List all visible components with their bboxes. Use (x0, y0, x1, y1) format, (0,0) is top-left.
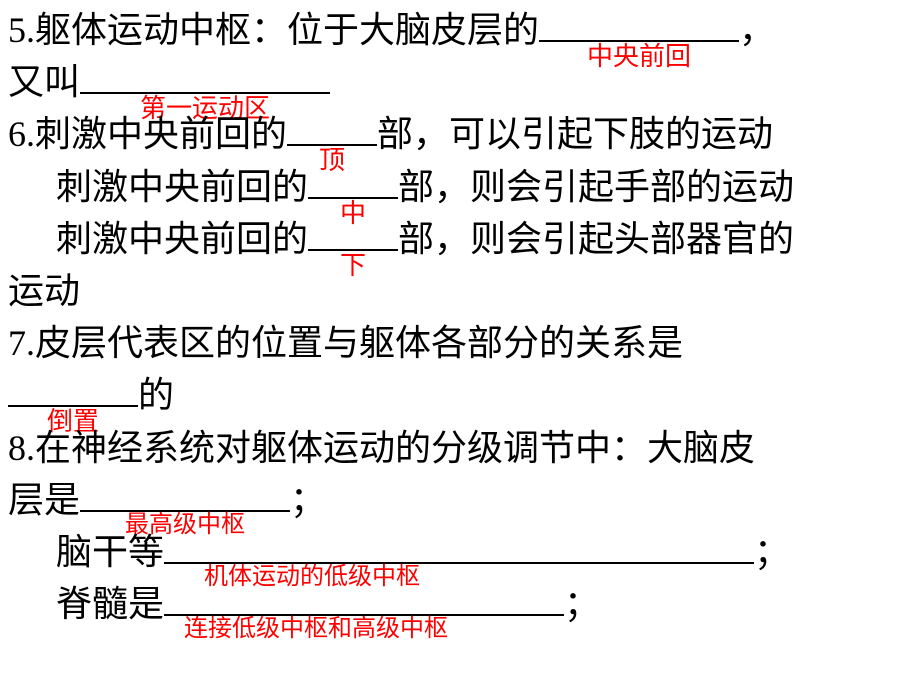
q6-l3-suffix: 部，则会引起头部器官的 (398, 219, 794, 259)
q8-l4-prefix: 脊髓是 (56, 584, 164, 624)
q6-l1-suffix: 部，可以引起下肢的运动 (377, 114, 773, 154)
q8-l1-text: 8.在神经系统对躯体运动的分级调节中：大脑皮 (8, 428, 755, 468)
worksheet-content: 5.躯体运动中枢：位于大脑皮层的中央前回， 又叫第一运动区 6.刺激中央前回的顶… (0, 0, 920, 634)
q8-l3-prefix: 脑干等 (56, 532, 164, 572)
q5-tail: ， (739, 10, 775, 50)
q5-blank1: 中央前回 (539, 40, 739, 42)
q5-line2: 又叫第一运动区 (8, 56, 912, 108)
q8-blank3: 连接低级中枢和高级中枢 (164, 614, 564, 616)
q6-blank1: 顶 (287, 144, 377, 146)
q8-b2-suffix: ； (754, 532, 790, 572)
q6-line3: 刺激中央前回的下部，则会引起头部器官的 (8, 213, 912, 265)
q6-l3-prefix: 刺激中央前回的 (56, 219, 308, 259)
q7-line1: 7.皮层代表区的位置与躯体各部分的关系是 (8, 317, 912, 369)
q7-suffix: 的 (138, 375, 174, 415)
q8-line4: 脊髓是连接低级中枢和高级中枢； (8, 578, 912, 630)
q8-b3-suffix: ； (564, 584, 600, 624)
q7-blank: 倒置 (8, 405, 138, 407)
q8-blank2: 机体运动的低级中枢 (164, 562, 754, 564)
q6-line1: 6.刺激中央前回的顶部，可以引起下肢的运动 (8, 108, 912, 160)
q5-line2-prefix: 又叫 (8, 62, 80, 102)
q7-l1-text: 7.皮层代表区的位置与躯体各部分的关系是 (8, 323, 683, 363)
q8-line1: 8.在神经系统对躯体运动的分级调节中：大脑皮 (8, 422, 912, 474)
q6-line4: 运动 (8, 265, 912, 317)
q8-l2-prefix: 层是 (8, 480, 80, 520)
q8-blank1: 最高级中枢 (80, 510, 290, 512)
q8-line3: 脑干等机体运动的低级中枢； (8, 526, 912, 578)
q5-blank2: 第一运动区 (80, 92, 330, 94)
q8-line2: 层是最高级中枢； (8, 474, 912, 526)
q6-blank3: 下 (308, 249, 398, 251)
q7-line2: 倒置的 (8, 369, 912, 421)
q5-line1: 5.躯体运动中枢：位于大脑皮层的中央前回， (8, 4, 912, 56)
q5-prefix: 5.躯体运动中枢：位于大脑皮层的 (8, 10, 539, 50)
q8-answer3: 连接低级中枢和高级中枢 (164, 612, 564, 647)
q6-blank2: 中 (308, 197, 398, 199)
q8-b1-suffix: ； (290, 480, 326, 520)
q6-l4-text: 运动 (8, 271, 80, 311)
q6-l2-prefix: 刺激中央前回的 (56, 167, 308, 207)
q6-l1-prefix: 6.刺激中央前回的 (8, 114, 287, 154)
q6-line2: 刺激中央前回的中部，则会引起手部的运动 (8, 161, 912, 213)
q6-l2-suffix: 部，则会引起手部的运动 (398, 167, 794, 207)
